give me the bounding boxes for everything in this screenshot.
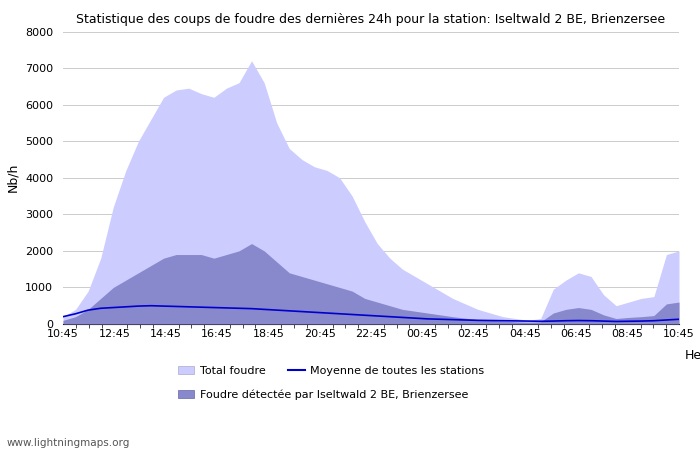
Text: Heure: Heure [685,349,700,362]
Y-axis label: Nb/h: Nb/h [6,163,20,193]
Text: www.lightningmaps.org: www.lightningmaps.org [7,438,130,448]
Title: Statistique des coups de foudre des dernières 24h pour la station: Iseltwald 2 B: Statistique des coups de foudre des dern… [76,13,666,26]
Legend: Foudre détectée par Iseltwald 2 BE, Brienzersee: Foudre détectée par Iseltwald 2 BE, Brie… [174,385,472,405]
